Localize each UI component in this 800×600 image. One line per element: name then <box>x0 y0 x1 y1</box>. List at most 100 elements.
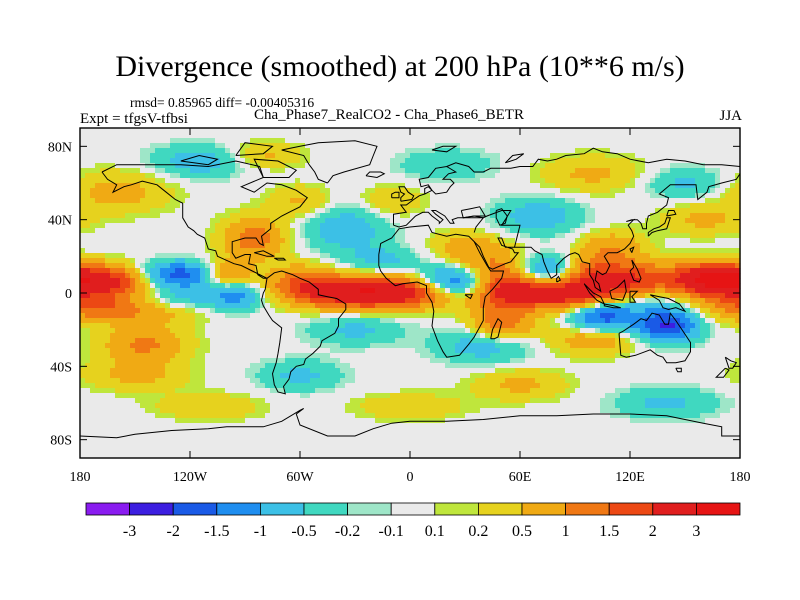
field-cell <box>465 278 471 284</box>
field-cell <box>675 238 681 244</box>
field-cell <box>395 218 401 224</box>
field-cell <box>325 168 331 174</box>
field-cell <box>145 278 151 284</box>
field-cell <box>440 153 446 159</box>
field-cell <box>595 208 601 214</box>
field-cell <box>630 203 636 209</box>
field-cell <box>640 198 646 204</box>
field-cell <box>495 198 501 204</box>
field-cell <box>540 308 546 314</box>
field-cell <box>250 158 256 164</box>
field-cell <box>690 278 696 284</box>
field-cell <box>410 248 416 254</box>
field-cell <box>325 258 331 264</box>
field-cell <box>95 253 101 259</box>
field-cell <box>370 158 376 164</box>
field-cell <box>340 283 346 289</box>
field-cell <box>700 268 706 274</box>
field-cell <box>90 158 96 164</box>
field-cell <box>180 303 186 309</box>
field-cell <box>320 308 326 314</box>
field-cell <box>205 198 211 204</box>
field-cell <box>90 268 96 274</box>
field-cell <box>155 138 161 144</box>
field-cell <box>200 228 206 234</box>
field-cell <box>310 253 316 259</box>
field-cell <box>595 313 601 319</box>
field-cell <box>175 288 181 294</box>
field-cell <box>270 223 276 229</box>
field-cell <box>430 268 436 274</box>
chart-title: Divergence (smoothed) at 200 hPa (10**6 … <box>115 50 685 83</box>
field-cell <box>215 153 221 159</box>
field-cell <box>325 203 331 209</box>
field-cell <box>455 133 461 139</box>
field-cell <box>675 273 681 279</box>
field-cell <box>495 243 501 249</box>
field-cell <box>280 218 286 224</box>
field-cell <box>410 263 416 269</box>
field-cell <box>335 253 341 259</box>
field-cell <box>255 138 261 144</box>
field-cell <box>90 148 96 154</box>
field-cell <box>80 163 86 169</box>
field-cell <box>110 243 116 249</box>
field-cell <box>370 198 376 204</box>
field-cell <box>470 313 476 319</box>
field-cell <box>520 223 526 229</box>
field-cell <box>200 188 206 194</box>
field-cell <box>505 238 511 244</box>
field-cell <box>385 223 391 229</box>
field-cell <box>530 213 536 219</box>
field-cell <box>710 153 716 159</box>
field-cell <box>305 218 311 224</box>
field-cell <box>360 308 366 314</box>
field-cell <box>235 133 241 139</box>
field-cell <box>555 243 561 249</box>
field-cell <box>100 173 106 179</box>
field-cell <box>575 143 581 149</box>
field-cell <box>480 163 486 169</box>
field-cell <box>710 303 716 309</box>
field-cell <box>105 208 111 214</box>
field-cell <box>470 298 476 304</box>
field-cell <box>485 303 491 309</box>
field-cell <box>695 273 701 279</box>
field-cell <box>510 168 516 174</box>
field-cell <box>425 168 431 174</box>
field-cell <box>590 303 596 309</box>
field-cell <box>110 208 116 214</box>
field-cell <box>460 188 466 194</box>
field-cell <box>340 273 346 279</box>
field-cell <box>395 238 401 244</box>
field-cell <box>85 138 91 144</box>
field-cell <box>300 198 306 204</box>
field-cell <box>510 178 516 184</box>
field-cell <box>395 198 401 204</box>
field-cell <box>350 183 356 189</box>
field-cell <box>695 183 701 189</box>
field-cell <box>165 158 171 164</box>
field-cell <box>360 193 366 199</box>
field-cell <box>175 308 181 314</box>
field-cell <box>675 133 681 139</box>
field-cell <box>360 263 366 269</box>
field-cell <box>640 173 646 179</box>
field-cell <box>230 198 236 204</box>
field-cell <box>210 203 216 209</box>
field-cell <box>455 228 461 234</box>
field-cell <box>210 213 216 219</box>
field-cell <box>640 193 646 199</box>
field-cell <box>660 208 666 214</box>
field-cell <box>615 248 621 254</box>
field-cell <box>660 273 666 279</box>
field-cell <box>685 233 691 239</box>
field-cell <box>295 178 301 184</box>
field-cell <box>365 168 371 174</box>
field-cell <box>195 248 201 254</box>
field-cell <box>655 213 661 219</box>
field-cell <box>200 243 206 249</box>
field-cell <box>495 138 501 144</box>
field-cell <box>230 173 236 179</box>
field-cell <box>465 203 471 209</box>
